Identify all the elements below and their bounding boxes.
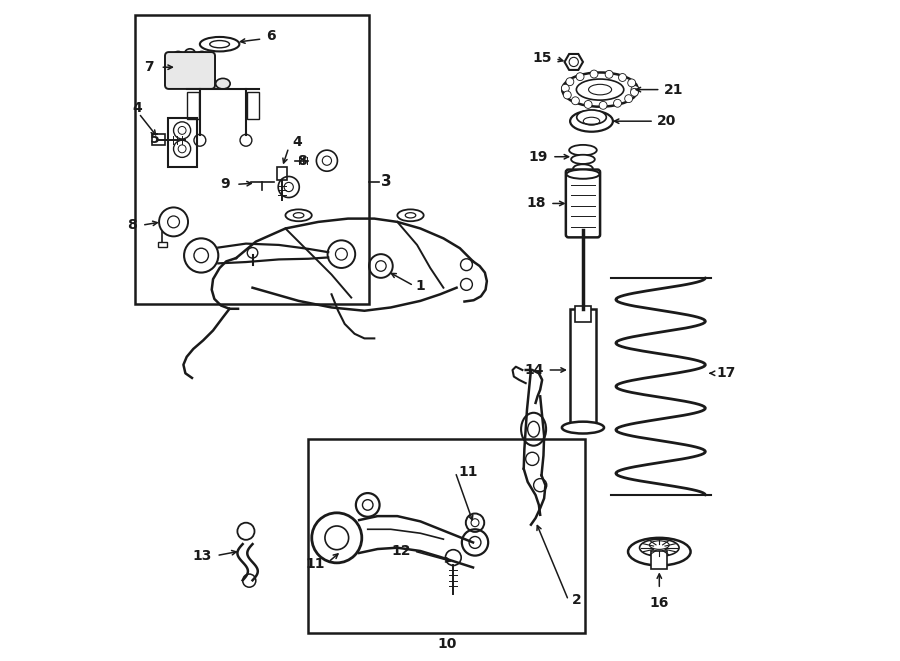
Ellipse shape bbox=[573, 165, 593, 173]
Bar bbox=[158, 242, 167, 247]
Text: 6: 6 bbox=[266, 29, 275, 43]
Text: 7: 7 bbox=[144, 60, 154, 74]
Text: 8: 8 bbox=[297, 153, 307, 168]
FancyBboxPatch shape bbox=[165, 52, 215, 89]
Circle shape bbox=[631, 86, 639, 94]
Circle shape bbox=[572, 97, 580, 104]
Ellipse shape bbox=[576, 79, 624, 100]
Bar bbox=[167, 118, 196, 167]
Circle shape bbox=[563, 91, 572, 99]
Circle shape bbox=[584, 100, 592, 108]
Circle shape bbox=[625, 95, 633, 102]
Ellipse shape bbox=[196, 52, 207, 61]
Bar bbox=[652, 551, 667, 569]
Text: 17: 17 bbox=[716, 366, 736, 380]
Circle shape bbox=[614, 99, 622, 107]
Bar bbox=[186, 93, 199, 118]
Text: 11: 11 bbox=[459, 465, 478, 479]
Ellipse shape bbox=[216, 79, 230, 89]
Circle shape bbox=[590, 70, 598, 78]
Ellipse shape bbox=[572, 155, 595, 164]
Ellipse shape bbox=[562, 422, 604, 434]
Circle shape bbox=[605, 70, 613, 78]
Ellipse shape bbox=[566, 170, 599, 178]
Circle shape bbox=[627, 79, 635, 87]
Circle shape bbox=[618, 73, 626, 81]
Bar bbox=[135, 15, 369, 304]
Ellipse shape bbox=[640, 539, 680, 557]
Ellipse shape bbox=[577, 110, 607, 124]
Ellipse shape bbox=[173, 52, 184, 61]
Ellipse shape bbox=[570, 110, 613, 132]
Ellipse shape bbox=[628, 538, 690, 565]
Text: 5: 5 bbox=[150, 132, 159, 146]
Text: 12: 12 bbox=[391, 544, 410, 558]
Text: 18: 18 bbox=[526, 196, 545, 210]
Text: 4: 4 bbox=[132, 101, 142, 115]
Text: 3: 3 bbox=[381, 175, 392, 189]
Text: 4: 4 bbox=[292, 136, 302, 149]
Text: 13: 13 bbox=[193, 549, 212, 563]
Ellipse shape bbox=[562, 73, 638, 106]
Ellipse shape bbox=[184, 49, 195, 58]
Circle shape bbox=[566, 78, 574, 86]
Bar bbox=[248, 93, 259, 118]
Text: 16: 16 bbox=[650, 596, 669, 609]
Bar bbox=[575, 306, 591, 323]
FancyBboxPatch shape bbox=[566, 170, 600, 237]
Text: 11: 11 bbox=[305, 557, 325, 571]
Bar bbox=[152, 134, 165, 145]
Circle shape bbox=[576, 73, 584, 81]
Polygon shape bbox=[564, 54, 583, 70]
Text: 8: 8 bbox=[127, 218, 137, 232]
Text: 19: 19 bbox=[528, 150, 547, 164]
Bar bbox=[570, 309, 596, 431]
Text: 15: 15 bbox=[533, 51, 552, 65]
Text: 9: 9 bbox=[220, 177, 230, 192]
Text: 14: 14 bbox=[524, 363, 544, 377]
Bar bbox=[309, 439, 585, 633]
Ellipse shape bbox=[569, 145, 597, 155]
Circle shape bbox=[631, 89, 638, 97]
Bar bbox=[277, 167, 287, 180]
Text: 10: 10 bbox=[437, 637, 456, 650]
Ellipse shape bbox=[575, 174, 591, 182]
Text: 21: 21 bbox=[664, 83, 683, 97]
Text: 1: 1 bbox=[416, 279, 426, 293]
Circle shape bbox=[562, 84, 570, 92]
Text: 2: 2 bbox=[572, 594, 581, 607]
Text: 20: 20 bbox=[657, 114, 677, 128]
Circle shape bbox=[599, 101, 608, 109]
